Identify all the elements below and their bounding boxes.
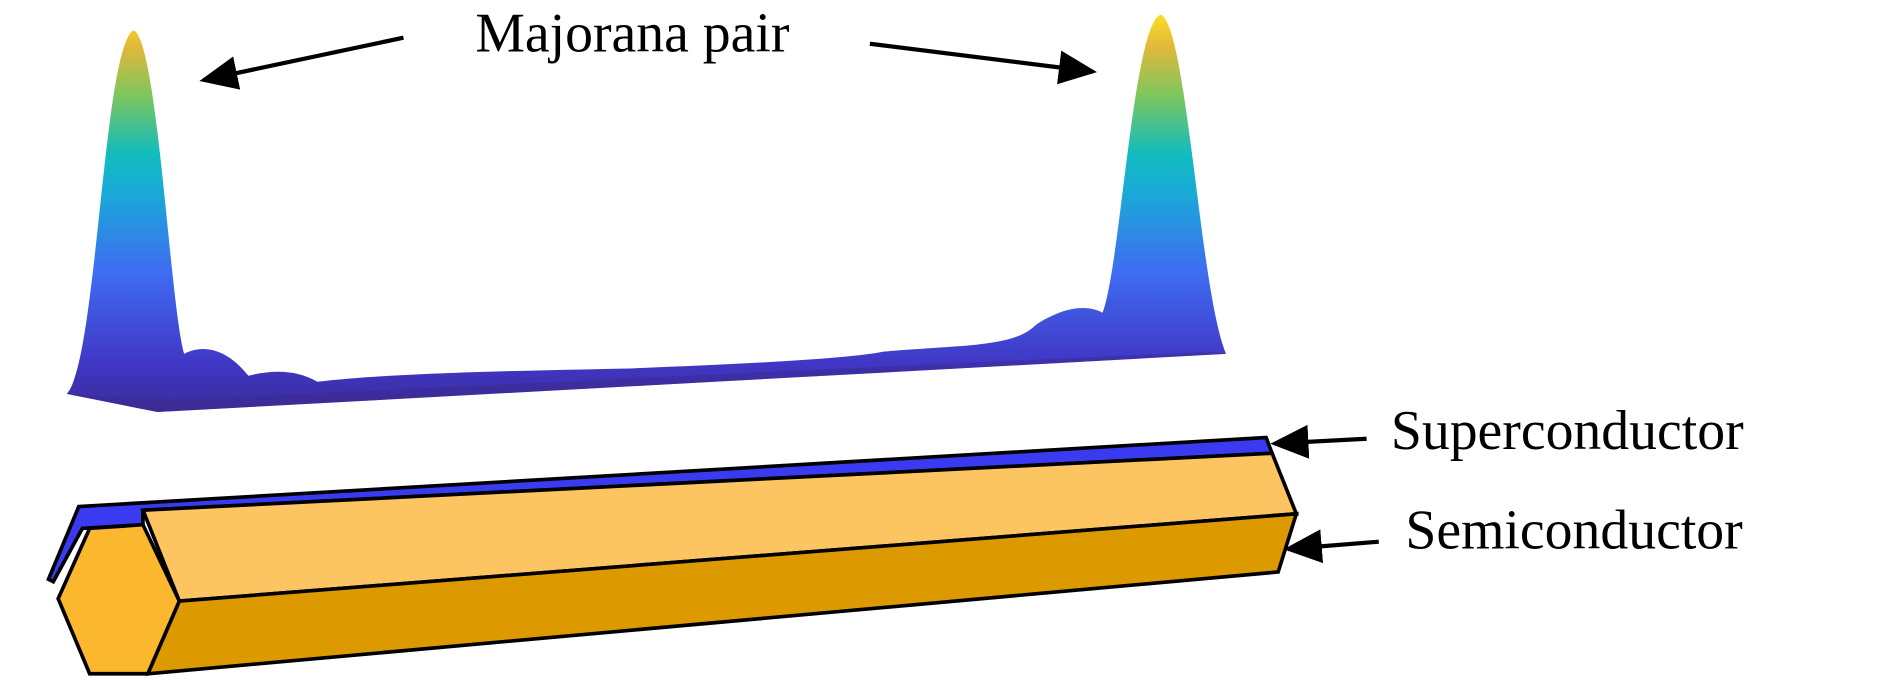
majorana-label: Majorana pair	[475, 3, 789, 65]
semiconductor-end	[56, 522, 182, 676]
arrow	[869, 41, 1098, 85]
arrow	[1283, 529, 1379, 564]
arrow	[199, 35, 404, 90]
semiconductor-label: Semiconductor	[1405, 499, 1743, 561]
superconductor-label: Superconductor	[1391, 400, 1744, 462]
majorana-density	[66, 14, 1227, 413]
arrow	[1270, 424, 1367, 459]
density-floor	[66, 351, 1227, 413]
